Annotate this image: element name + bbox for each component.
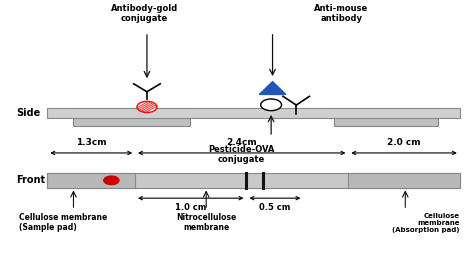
Text: Pesticide-OVA
conjugate: Pesticide-OVA conjugate [209, 145, 275, 164]
Text: Side: Side [17, 108, 41, 118]
Text: Cellulose membrane
(Sample pad): Cellulose membrane (Sample pad) [19, 213, 107, 232]
Bar [348, 173, 460, 188]
Text: 1.3cm: 1.3cm [76, 138, 107, 147]
Text: Anti-mouse
antibody: Anti-mouse antibody [314, 4, 368, 23]
Bar [47, 173, 460, 188]
Text: 2.0 cm: 2.0 cm [387, 138, 421, 147]
Circle shape [137, 101, 157, 113]
Text: Cellulose
membrane
(Absorption pad): Cellulose membrane (Absorption pad) [392, 213, 460, 233]
Circle shape [261, 99, 282, 111]
Text: Nitrocellulose
membrane: Nitrocellulose membrane [176, 213, 237, 232]
Text: Antibody-gold
conjugate: Antibody-gold conjugate [111, 4, 178, 23]
Circle shape [104, 176, 119, 185]
Text: 0.5 cm: 0.5 cm [259, 203, 291, 212]
Bar [334, 108, 438, 126]
Text: 2.4cm: 2.4cm [227, 138, 257, 147]
Text: Front: Front [17, 175, 46, 185]
Bar [47, 108, 460, 118]
Bar [47, 173, 135, 188]
Polygon shape [259, 82, 286, 94]
Bar [73, 108, 190, 126]
Text: 1.0 cm: 1.0 cm [175, 203, 207, 212]
